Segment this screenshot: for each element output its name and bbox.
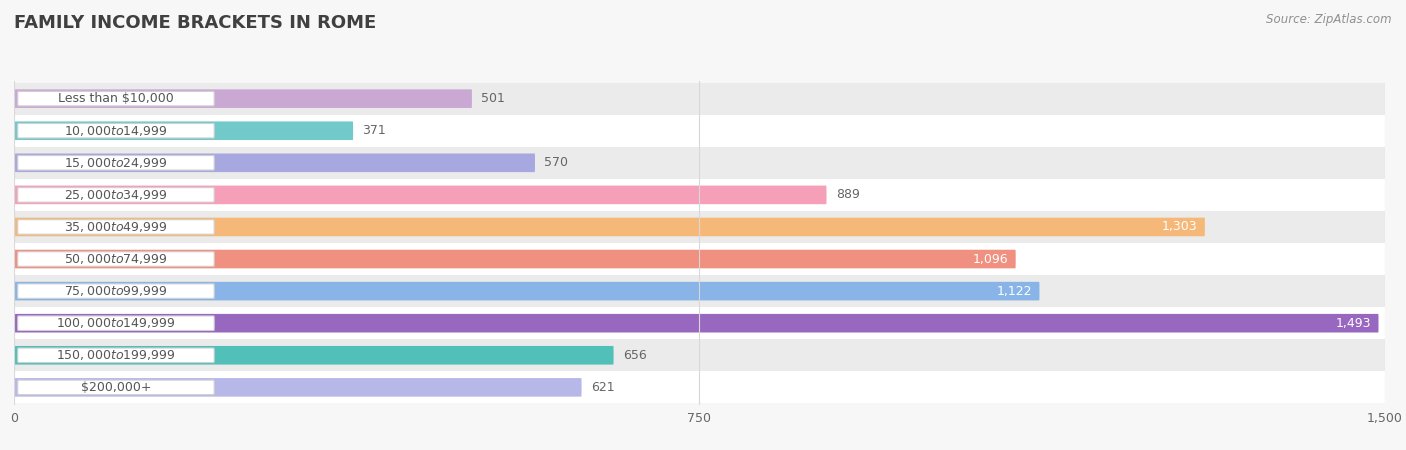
FancyBboxPatch shape <box>14 90 472 108</box>
FancyBboxPatch shape <box>14 115 1385 147</box>
Text: $100,000 to $149,999: $100,000 to $149,999 <box>56 316 176 330</box>
FancyBboxPatch shape <box>14 282 1039 301</box>
Text: $200,000+: $200,000+ <box>80 381 152 394</box>
Text: 656: 656 <box>623 349 647 362</box>
FancyBboxPatch shape <box>14 243 1385 275</box>
Text: Less than $10,000: Less than $10,000 <box>58 92 174 105</box>
Text: $75,000 to $99,999: $75,000 to $99,999 <box>65 284 167 298</box>
FancyBboxPatch shape <box>18 316 214 330</box>
FancyBboxPatch shape <box>14 211 1385 243</box>
Text: 501: 501 <box>481 92 505 105</box>
FancyBboxPatch shape <box>14 83 1385 115</box>
FancyBboxPatch shape <box>18 188 214 202</box>
Text: 1,096: 1,096 <box>973 252 1008 266</box>
FancyBboxPatch shape <box>14 250 1015 268</box>
FancyBboxPatch shape <box>14 147 1385 179</box>
Text: $50,000 to $74,999: $50,000 to $74,999 <box>65 252 167 266</box>
FancyBboxPatch shape <box>14 185 827 204</box>
Text: 1,493: 1,493 <box>1336 317 1371 330</box>
FancyBboxPatch shape <box>14 378 582 396</box>
Text: 621: 621 <box>591 381 614 394</box>
FancyBboxPatch shape <box>14 346 613 364</box>
FancyBboxPatch shape <box>14 371 1385 403</box>
FancyBboxPatch shape <box>18 284 214 298</box>
FancyBboxPatch shape <box>18 380 214 395</box>
FancyBboxPatch shape <box>14 339 1385 371</box>
Text: $150,000 to $199,999: $150,000 to $199,999 <box>56 348 176 362</box>
Text: Source: ZipAtlas.com: Source: ZipAtlas.com <box>1267 14 1392 27</box>
Text: 371: 371 <box>363 124 387 137</box>
FancyBboxPatch shape <box>18 156 214 170</box>
FancyBboxPatch shape <box>18 123 214 138</box>
FancyBboxPatch shape <box>14 314 1378 333</box>
FancyBboxPatch shape <box>14 179 1385 211</box>
FancyBboxPatch shape <box>14 153 534 172</box>
FancyBboxPatch shape <box>14 307 1385 339</box>
Text: 1,303: 1,303 <box>1161 220 1198 234</box>
FancyBboxPatch shape <box>18 252 214 266</box>
Text: 1,122: 1,122 <box>997 284 1032 297</box>
Text: FAMILY INCOME BRACKETS IN ROME: FAMILY INCOME BRACKETS IN ROME <box>14 14 377 32</box>
FancyBboxPatch shape <box>14 218 1205 236</box>
Text: $10,000 to $14,999: $10,000 to $14,999 <box>65 124 167 138</box>
Text: $25,000 to $34,999: $25,000 to $34,999 <box>65 188 167 202</box>
Text: 570: 570 <box>544 156 568 169</box>
FancyBboxPatch shape <box>14 122 353 140</box>
FancyBboxPatch shape <box>14 275 1385 307</box>
Text: $35,000 to $49,999: $35,000 to $49,999 <box>65 220 167 234</box>
FancyBboxPatch shape <box>18 348 214 363</box>
FancyBboxPatch shape <box>18 220 214 234</box>
FancyBboxPatch shape <box>18 91 214 106</box>
Text: $15,000 to $24,999: $15,000 to $24,999 <box>65 156 167 170</box>
Text: 889: 889 <box>835 189 859 202</box>
